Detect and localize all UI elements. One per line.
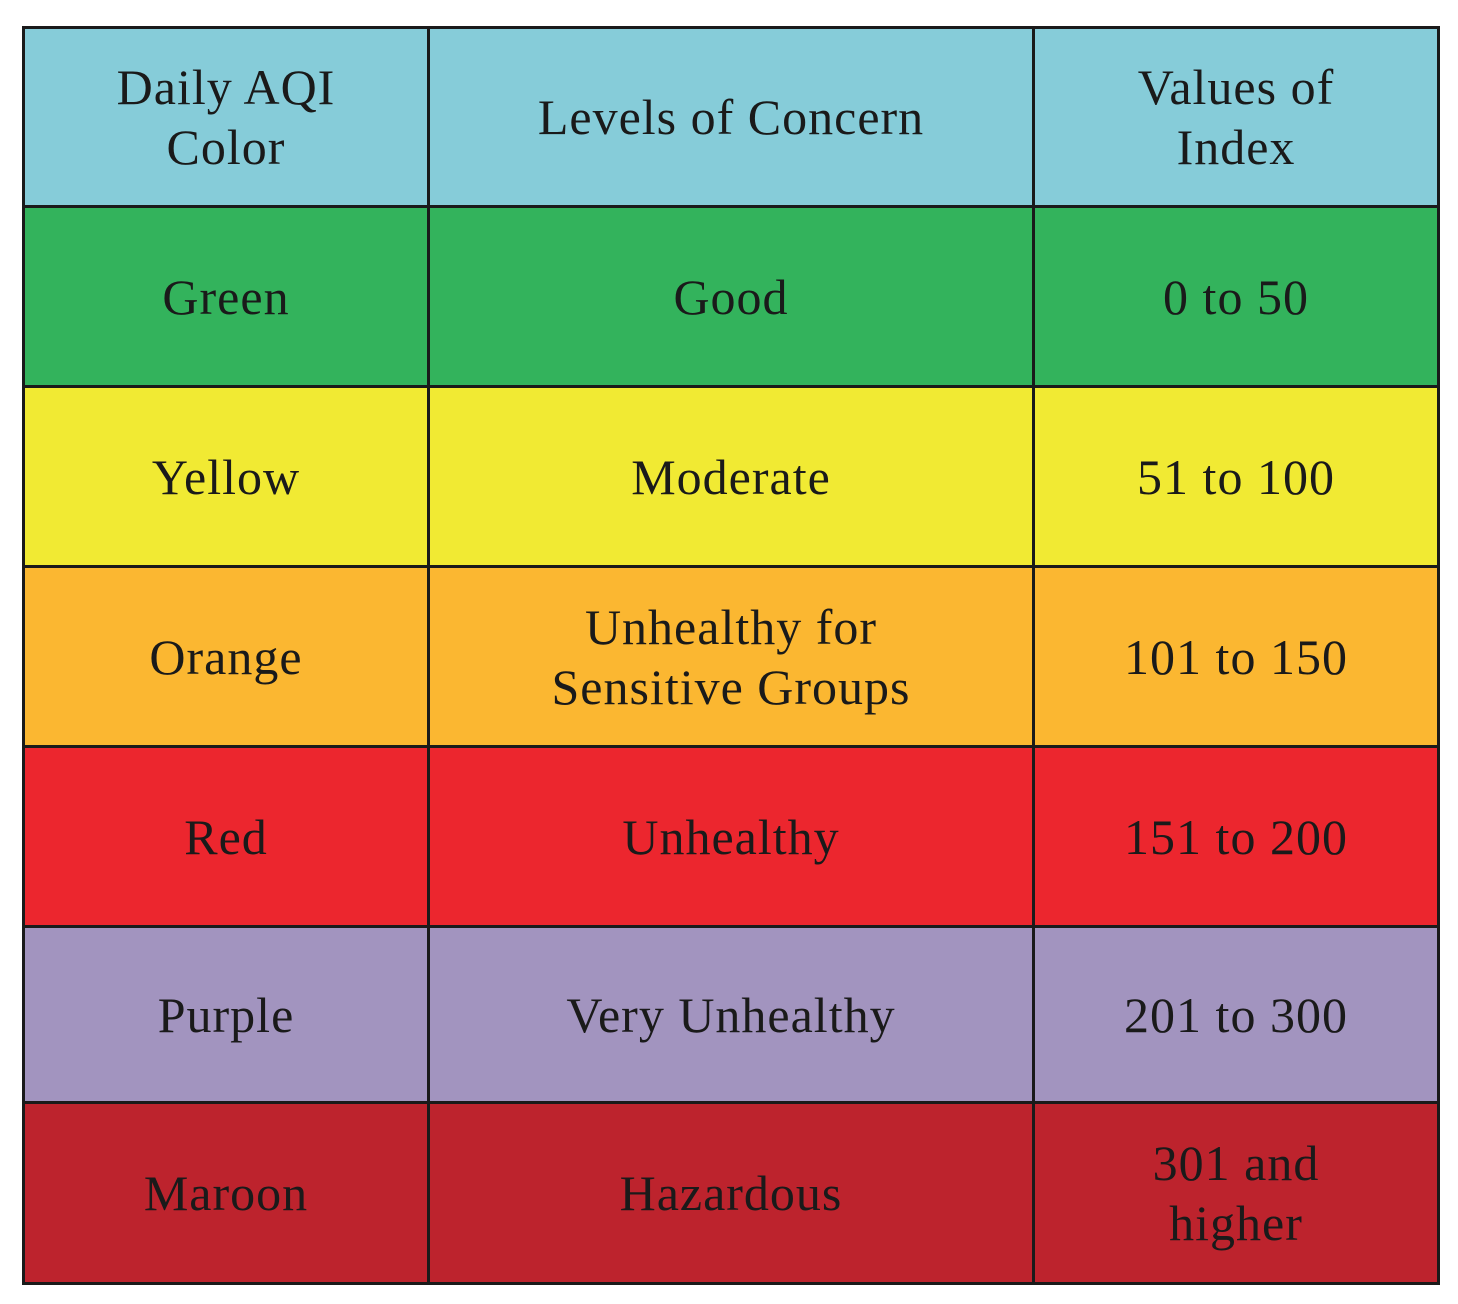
values-cell: 201 to 300 xyxy=(1032,925,1440,1104)
color-cell: Green xyxy=(22,205,430,388)
table-row: Maroon Hazardous 301 and higher xyxy=(22,1101,1440,1285)
color-cell: Red xyxy=(22,745,430,928)
color-cell: Yellow xyxy=(22,385,430,568)
concern-cell: Moderate xyxy=(427,385,1035,568)
values-cell: 101 to 150 xyxy=(1032,565,1440,748)
aqi-table: Daily AQI Color Levels of Concern Values… xyxy=(22,26,1440,1285)
header-levels-of-concern: Levels of Concern xyxy=(427,26,1035,208)
values-cell: 0 to 50 xyxy=(1032,205,1440,388)
color-cell: Maroon xyxy=(22,1101,430,1285)
color-cell: Purple xyxy=(22,925,430,1104)
concern-cell: Good xyxy=(427,205,1035,388)
header-daily-aqi-color: Daily AQI Color xyxy=(22,26,430,208)
values-cell: 51 to 100 xyxy=(1032,385,1440,568)
table-row: Orange Unhealthy for Sensitive Groups 10… xyxy=(22,565,1440,748)
table-row: Green Good 0 to 50 xyxy=(22,205,1440,388)
concern-cell: Very Unhealthy xyxy=(427,925,1035,1104)
table-row: Yellow Moderate 51 to 100 xyxy=(22,385,1440,568)
color-cell: Orange xyxy=(22,565,430,748)
concern-cell: Unhealthy for Sensitive Groups xyxy=(427,565,1035,748)
values-cell: 301 and higher xyxy=(1032,1101,1440,1285)
values-cell: 151 to 200 xyxy=(1032,745,1440,928)
concern-cell: Hazardous xyxy=(427,1101,1035,1285)
table-row: Purple Very Unhealthy 201 to 300 xyxy=(22,925,1440,1104)
header-row: Daily AQI Color Levels of Concern Values… xyxy=(22,26,1440,208)
header-values-of-index: Values of Index xyxy=(1032,26,1440,208)
table-row: Red Unhealthy 151 to 200 xyxy=(22,745,1440,928)
concern-cell: Unhealthy xyxy=(427,745,1035,928)
